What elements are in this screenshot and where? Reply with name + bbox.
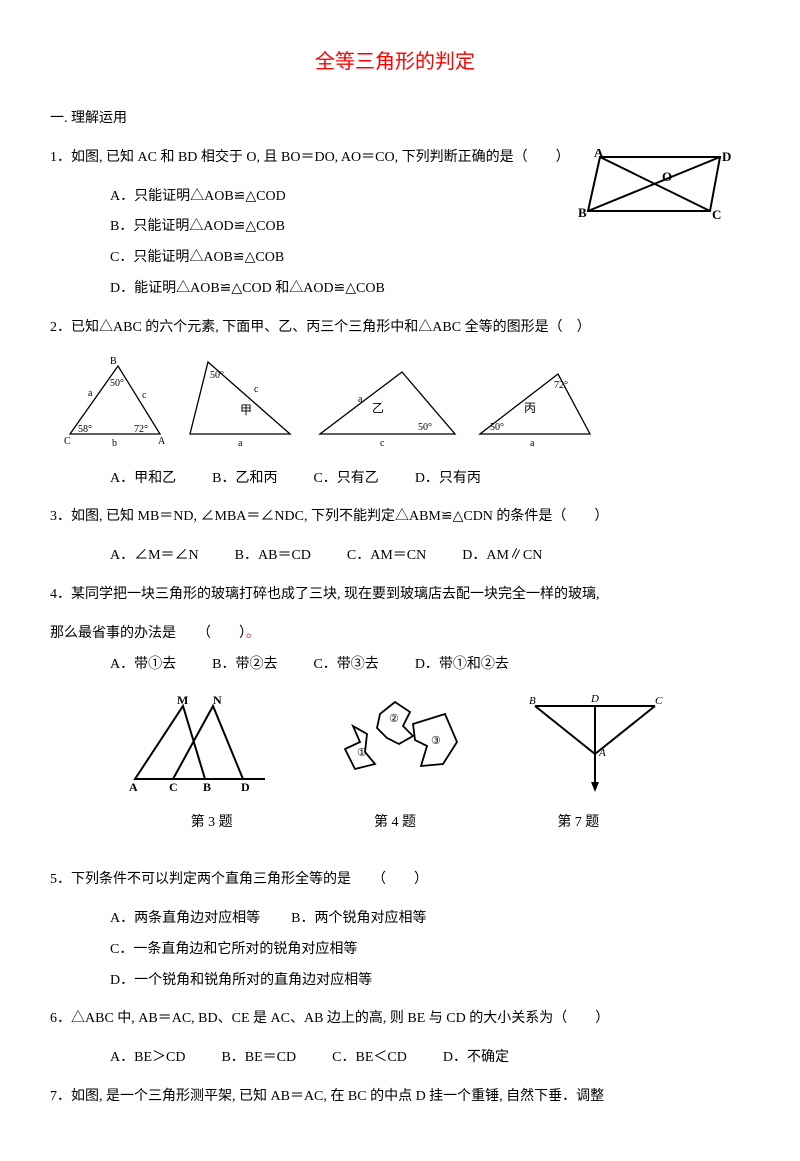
q4-opt-d: D．带①和②去 — [415, 650, 509, 681]
svg-text:C: C — [64, 436, 71, 447]
q6-opt-c: C．BE＜CD — [332, 1043, 407, 1074]
svg-text:50°: 50° — [210, 370, 224, 381]
q6-opt-b: B．BE＝CD — [221, 1043, 296, 1074]
svg-text:B: B — [110, 356, 117, 367]
figcap-4: 第 4 题 — [374, 808, 416, 839]
svg-text:b: b — [112, 438, 117, 449]
svg-text:72°: 72° — [554, 380, 568, 391]
q4-opt-a: A．带①去 — [110, 650, 176, 681]
svg-text:甲: 甲 — [240, 403, 252, 417]
q1-opt-d: D．能证明△AOB≌△COD 和△AOD≌△COB — [50, 274, 740, 305]
svg-text:①: ① — [357, 747, 367, 759]
q2-figures: B C A 50° 58° 72° a c b 50° 甲 c a 乙 50° … — [50, 354, 740, 454]
svg-text:72°: 72° — [134, 424, 148, 435]
q6-opt-a: A．BE＞CD — [110, 1043, 185, 1074]
q5-opt-d: D．一个锐角和锐角所对的直角边对应相等 — [50, 966, 740, 997]
svg-text:D: D — [241, 780, 250, 794]
q1-figure: A D B C O — [570, 149, 740, 229]
figcap-7: 第 7 题 — [557, 808, 599, 839]
q3-opt-b: B．AB＝CD — [235, 541, 311, 572]
q2-opt-b: B．乙和丙 — [212, 464, 277, 495]
svg-text:B: B — [203, 780, 211, 794]
svg-text:C: C — [655, 695, 663, 707]
svg-text:A: A — [594, 149, 604, 160]
svg-text:a: a — [530, 438, 535, 449]
q6-opt-d: D．不确定 — [443, 1043, 509, 1074]
svg-text:乙: 乙 — [372, 401, 384, 415]
svg-text:a: a — [88, 388, 93, 399]
svg-text:丙: 丙 — [524, 401, 536, 415]
q2-stem: 2．已知△ABC 的六个元素, 下面甲、乙、丙三个三角形中和△ABC 全等的图形… — [50, 313, 740, 344]
q2-opt-a: A．甲和乙 — [110, 464, 176, 495]
q1-opt-c: C．只能证明△AOB≌△COB — [50, 243, 740, 274]
svg-text:A: A — [129, 780, 138, 794]
figcap-3: 第 3 题 — [191, 808, 233, 839]
q4-stem-b: 那么最省事的办法是 （ ）。 — [50, 619, 740, 650]
svg-text:③: ③ — [431, 735, 441, 747]
figure-row: M N A C B D ① ② ③ B D C A — [50, 694, 740, 794]
q7-stem: 7．如图, 是一个三角形测平架, 已知 AB＝AC, 在 BC 的中点 D 挂一… — [50, 1082, 740, 1113]
svg-text:A: A — [158, 436, 166, 447]
svg-text:C: C — [712, 207, 721, 222]
q4-opt-c: C．带③去 — [313, 650, 378, 681]
svg-text:a: a — [238, 438, 243, 449]
q2-opt-c: C．只有乙 — [313, 464, 378, 495]
q4-opt-b: B．带②去 — [212, 650, 277, 681]
svg-text:50°: 50° — [110, 378, 124, 389]
svg-text:D: D — [722, 149, 731, 164]
svg-text:C: C — [169, 780, 178, 794]
q4-stem-a: 4．某同学把一块三角形的玻璃打碎也成了三块, 现在要到玻璃店去配一块完全一样的玻… — [50, 580, 740, 611]
q3-stem: 3．如图, 已知 MB＝ND, ∠MBA＝∠NDC, 下列不能判定△ABM≌△C… — [50, 502, 740, 533]
q3-opt-d: D．AM∥CN — [462, 541, 542, 572]
red-dot-icon: 。 — [246, 626, 260, 641]
svg-text:②: ② — [389, 713, 399, 725]
svg-text:O: O — [662, 169, 672, 184]
q6-stem: 6．△ABC 中, AB＝AC, BD、CE 是 AC、AB 边上的高, 则 B… — [50, 1004, 740, 1035]
q2-opt-d: D．只有丙 — [415, 464, 481, 495]
q3-opt-a: A．∠M＝∠N — [110, 541, 199, 572]
svg-text:50°: 50° — [490, 422, 504, 433]
q5-opt-c: C．一条直角边和它所对的锐角对应相等 — [50, 935, 740, 966]
svg-text:50°: 50° — [418, 422, 432, 433]
svg-text:c: c — [380, 438, 385, 449]
page-title: 全等三角形的判定 — [50, 40, 740, 84]
svg-text:B: B — [578, 205, 587, 220]
q3-opt-c: C．AM＝CN — [347, 541, 426, 572]
section-heading: 一. 理解运用 — [50, 104, 740, 135]
svg-text:D: D — [590, 694, 599, 705]
svg-text:c: c — [254, 384, 259, 395]
q5-opt-a: A．两条直角边对应相等 — [110, 911, 260, 926]
q5-stem: 5．下列条件不可以判定两个直角三角形全等的是 （ ） — [50, 865, 740, 896]
svg-text:A: A — [598, 747, 606, 759]
svg-text:c: c — [142, 390, 147, 401]
svg-text:58°: 58° — [78, 424, 92, 435]
svg-text:N: N — [213, 694, 222, 707]
svg-text:M: M — [177, 694, 188, 707]
q5-opt-b: B．两个锐角对应相等 — [291, 911, 426, 926]
svg-text:B: B — [529, 695, 536, 707]
svg-text:a: a — [358, 394, 363, 405]
